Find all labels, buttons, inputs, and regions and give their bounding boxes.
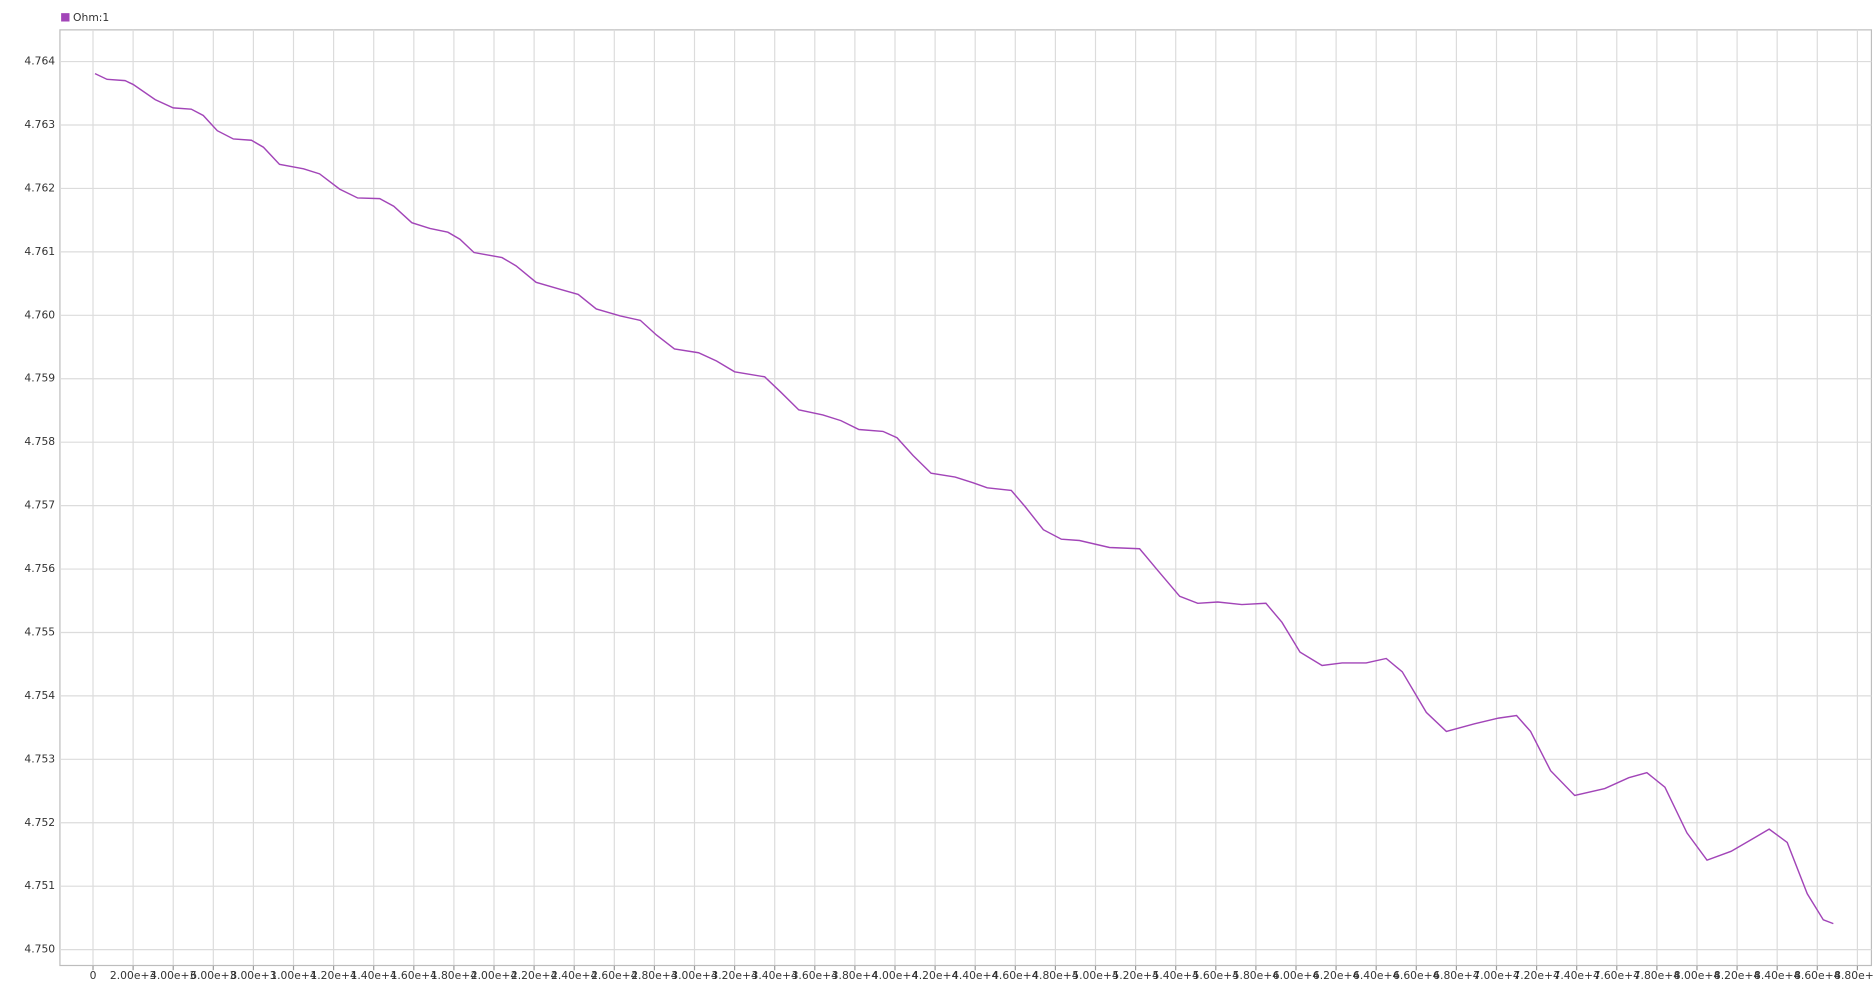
x-tick-label: 2.20e+4: [511, 969, 558, 982]
x-tick-label: 8.00e+3: [230, 969, 276, 982]
y-tick-label: 4.752: [24, 816, 55, 829]
legend-label: Ohm:1: [73, 11, 109, 24]
x-tick-label: 4.80e+4: [1032, 969, 1079, 982]
x-tick-label: 5.60e+4: [1193, 969, 1240, 982]
y-tick-label: 4.754: [24, 689, 55, 702]
x-tick-label: 2.80e+4: [631, 969, 678, 982]
y-tick-label: 4.764: [24, 55, 55, 68]
x-tick-label: 3.80e+4: [832, 969, 879, 982]
x-tick-label: 1.60e+4: [391, 969, 438, 982]
x-tick-label: 8.60e+4: [1794, 969, 1841, 982]
x-tick-label: 7.20e+4: [1513, 969, 1560, 982]
x-tick-label: 5.40e+4: [1152, 969, 1199, 982]
x-tick-label: 2.40e+4: [551, 969, 598, 982]
y-tick-label: 4.760: [24, 308, 55, 321]
x-tick-label: 6.00e+4: [1273, 969, 1320, 982]
y-tick-label: 4.758: [24, 435, 55, 448]
y-tick-label: 4.756: [24, 562, 55, 575]
x-tick-label: 4.20e+4: [912, 969, 959, 982]
x-tick-label: 1.20e+4: [310, 969, 357, 982]
x-tick-label: 8.00e+4: [1674, 969, 1721, 982]
x-tick-label: 3.60e+4: [792, 969, 839, 982]
y-tick-label: 4.750: [24, 943, 55, 956]
x-tick-label: 6.60e+4: [1393, 969, 1440, 982]
x-tick-label: 6.00e+3: [190, 969, 236, 982]
x-tick-label: 4.40e+4: [952, 969, 999, 982]
x-tick-label: 1.80e+4: [431, 969, 478, 982]
x-tick-label: 1.40e+4: [351, 969, 398, 982]
x-tick-label: 8.20e+4: [1714, 969, 1761, 982]
x-tick-label: 0: [90, 969, 97, 982]
x-tick-label: 3.00e+4: [671, 969, 718, 982]
x-tick-label: 8.80e+4: [1834, 969, 1874, 982]
y-tick-label: 4.751: [24, 879, 55, 892]
x-tick-label: 7.80e+4: [1634, 969, 1681, 982]
x-tick-label: 5.00e+4: [1072, 969, 1119, 982]
x-tick-label: 5.20e+4: [1112, 969, 1159, 982]
plot-area: [59, 29, 1873, 967]
y-tick-label: 4.763: [24, 118, 55, 131]
x-tick-label: 3.20e+4: [711, 969, 758, 982]
x-tick-label: 2.00e+3: [110, 969, 156, 982]
x-tick-label: 4.00e+4: [872, 969, 919, 982]
y-tick-label: 4.759: [24, 372, 55, 385]
legend-swatch: [61, 13, 70, 22]
x-tick-label: 3.40e+4: [752, 969, 799, 982]
x-tick-label: 7.40e+4: [1553, 969, 1600, 982]
y-tick-label: 4.762: [24, 181, 55, 194]
x-tick-label: 6.40e+4: [1353, 969, 1400, 982]
x-tick-label: 4.00e+3: [150, 969, 196, 982]
x-tick-label: 5.80e+4: [1233, 969, 1280, 982]
data-line: [94, 72, 1834, 925]
y-tick-label: 4.757: [24, 499, 55, 512]
x-tick-label: 6.80e+4: [1433, 969, 1480, 982]
y-tick-label: 4.755: [24, 625, 55, 638]
x-tick-label: 4.60e+4: [992, 969, 1039, 982]
x-tick-label: 8.40e+4: [1754, 969, 1801, 982]
x-tick-label: 6.20e+4: [1313, 969, 1360, 982]
x-tick-label: 7.60e+4: [1594, 969, 1641, 982]
x-tick-label: 2.60e+4: [591, 969, 638, 982]
y-tick-label: 4.753: [24, 752, 55, 765]
x-tick-label: 7.00e+4: [1473, 969, 1520, 982]
x-tick-label: 2.00e+4: [471, 969, 518, 982]
x-tick-label: 1.00e+4: [270, 969, 317, 982]
y-tick-label: 4.761: [24, 245, 55, 258]
